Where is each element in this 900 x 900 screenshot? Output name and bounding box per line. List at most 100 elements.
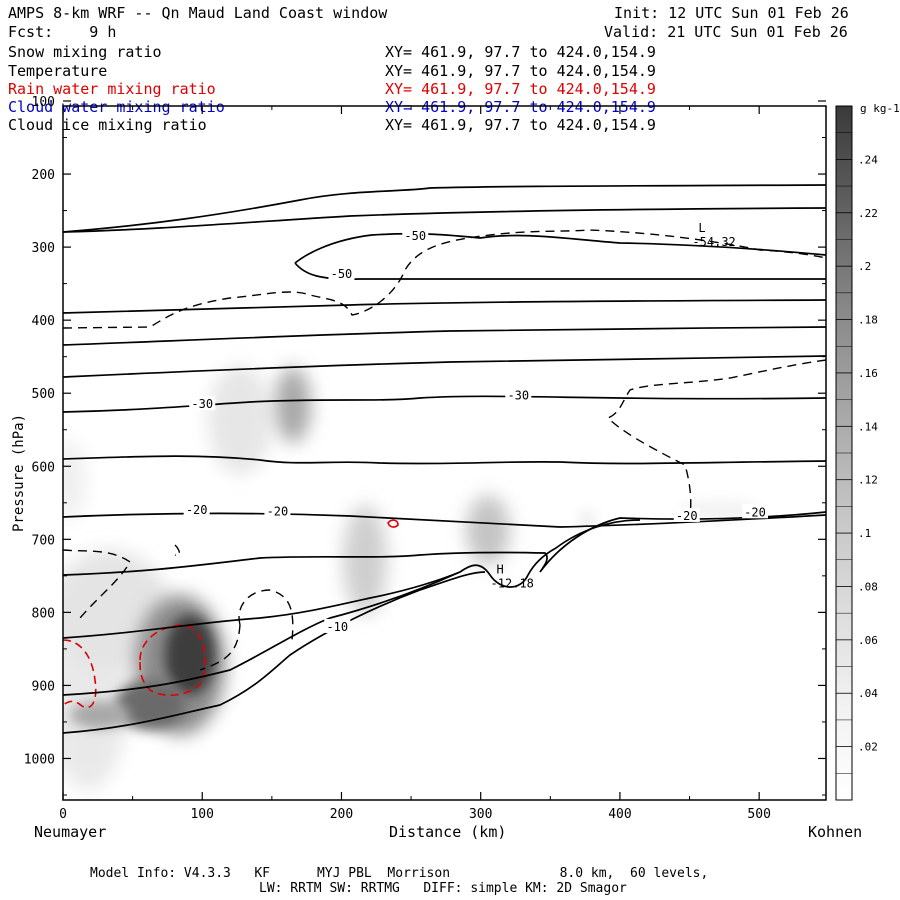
field-xy-rain: XY= 461.9, 97.7 to 424.0,154.9 [385,80,656,98]
isotherm-line [63,571,461,696]
header-title: AMPS 8-km WRF -- Qn Maud Land Coast wind… [8,4,388,22]
field-name-rain: Rain water mixing ratio [8,80,216,98]
colorbar-unit: g kg-1 [860,102,900,115]
x-right-station: Kohnen [808,823,863,841]
y-axis-label: Pressure (hPa) [11,413,28,533]
cloud-ice-contours [63,229,826,671]
isotherm-label: -20 [744,505,766,519]
isotherm-label-bg [183,502,210,517]
colorbar-tick-label: .22 [858,207,878,220]
x-tick-label: 500 [747,807,770,822]
isotherm-label: -10 [326,620,348,634]
isotherm-label: -20 [186,503,208,517]
isotherm-line [63,511,826,576]
colorbar-tick-label: .24 [858,153,878,166]
colorbar-tick-label: .18 [858,314,878,327]
isotherm-label-bg [328,266,355,281]
x-left-station: Neumayer [34,823,107,841]
plot-frame [62,105,827,801]
isotherm-line [63,571,486,734]
isotherm-line [63,395,826,413]
field-name-snow: Snow mixing ratio [8,43,162,61]
cloud-ice-contour [199,624,241,671]
rain-contours [63,519,399,709]
isotherm-label-bg [673,507,700,522]
y-tick-label: 900 [32,679,55,694]
cloud-ice-contour [63,229,826,329]
header-fcst: Fcst: 9 h [8,23,117,41]
x-tick-label: 300 [469,807,492,822]
isotherm-label: -30 [191,397,213,411]
y-tick-label: 1000 [24,752,55,767]
y-tick-label: 200 [32,168,55,183]
isotherm-label-bg [505,387,532,402]
isotherm-label: -20 [676,509,698,523]
field-xy-cloudwater: XY= 461.9, 97.7 to 424.0,154.9 [385,98,656,116]
isotherm-line [63,184,826,233]
isotherm-label-bg [189,396,216,411]
isotherm-label-bg [324,618,351,633]
isotherm-label-bg [264,503,291,518]
isotherm-line [294,262,826,281]
x-axis-label: Distance (km) [389,823,507,841]
colorbar-tick-label: .02 [858,741,878,754]
field-xy-snow: XY= 461.9, 97.7 to 424.0,154.9 [385,43,656,61]
isotherm-line [294,232,826,264]
x-tick-label: 0 [59,807,67,822]
cloud-ice-contour [63,549,131,619]
header-valid: Valid: 21 UTC Sun 01 Feb 26 [604,23,848,41]
colorbar-tick-label: .04 [858,687,878,700]
footer-model-info: Model Info: V4.3.3 KF MYJ PBL Morrison 8… [90,866,709,881]
field-xy-temperature: XY= 461.9, 97.7 to 424.0,154.9 [385,62,656,80]
rain-contour [139,624,206,696]
rain-contour [387,519,399,528]
colorbar-ticks: .02 .04 .06 .08 .1 .12 .14 .16 .18 .2 .22 .24 [836,132,878,774]
isotherm-label: -50 [331,267,353,281]
extremum-type: H [497,562,504,576]
isotherm-line [63,355,826,378]
colorbar-tick-label: .16 [858,367,878,380]
isotherm-line [63,299,826,314]
cloud-ice-contour [606,359,826,516]
x-tick-label: 400 [608,807,631,822]
extremum-value: -54.32 [692,235,735,249]
colorbar-tick-label: .2 [858,260,871,273]
x-tick-label: 200 [330,807,353,822]
footer-physics: LW: RRTM SW: RRTMG DIFF: simple KM: 2D S… [259,881,627,896]
colorbar-tick-label: .12 [858,474,878,487]
colorbar-tick-label: .14 [858,420,878,433]
colorbar-tick-label: .06 [858,634,878,647]
isotherm-label-bg [741,504,768,519]
cloud-ice-contour [238,589,294,641]
colorbar-tick-label: .1 [858,527,871,540]
isotherm-label: -20 [267,505,289,519]
isotherm-line [63,207,826,233]
y-tick-label: 800 [32,606,55,621]
snow-shading [63,365,760,790]
x-tick-label: 100 [190,807,213,822]
isotherm-label: -30 [507,388,529,402]
field-name-cloudice: Cloud ice mixing ratio [8,116,207,134]
isotherm-label-bg [402,228,429,243]
extremum-type: L [698,221,705,235]
extremum-value: -12.18 [491,576,534,590]
y-tick-label: 600 [32,460,55,475]
isotherm-label: -50 [404,229,426,243]
field-xy-cloudice: XY= 461.9, 97.7 to 424.0,154.9 [385,116,656,134]
chart-marks: 100 200 300 400 500 600 700 800 900 1000 0 100 200 30… [24,95,826,822]
colorbar: .02 .04 .06 .08 .1 .12 .14 .16 .18 .2 .22 .24 g kg-… [835,102,900,801]
y-tick-label: 300 [32,241,55,256]
cross-section-chart: 100 200 300 400 500 600 700 800 900 1000 0 100 200 30… [24,95,900,822]
colorbar-tick-label: .08 [858,580,878,593]
header-init: Init: 12 UTC Sun 01 Feb 26 [614,4,849,22]
field-name-temperature: Temperature [8,62,108,80]
y-tick-label: 100 [32,95,55,110]
isotherm-line [63,326,826,346]
y-tick-label: 400 [32,314,55,329]
isotherms [63,184,826,734]
cloud-ice-contour [174,544,181,557]
y-tick-label: 500 [32,387,55,402]
rain-contour [63,639,97,709]
isotherm-line [63,455,826,465]
y-tick-label: 700 [32,533,55,548]
